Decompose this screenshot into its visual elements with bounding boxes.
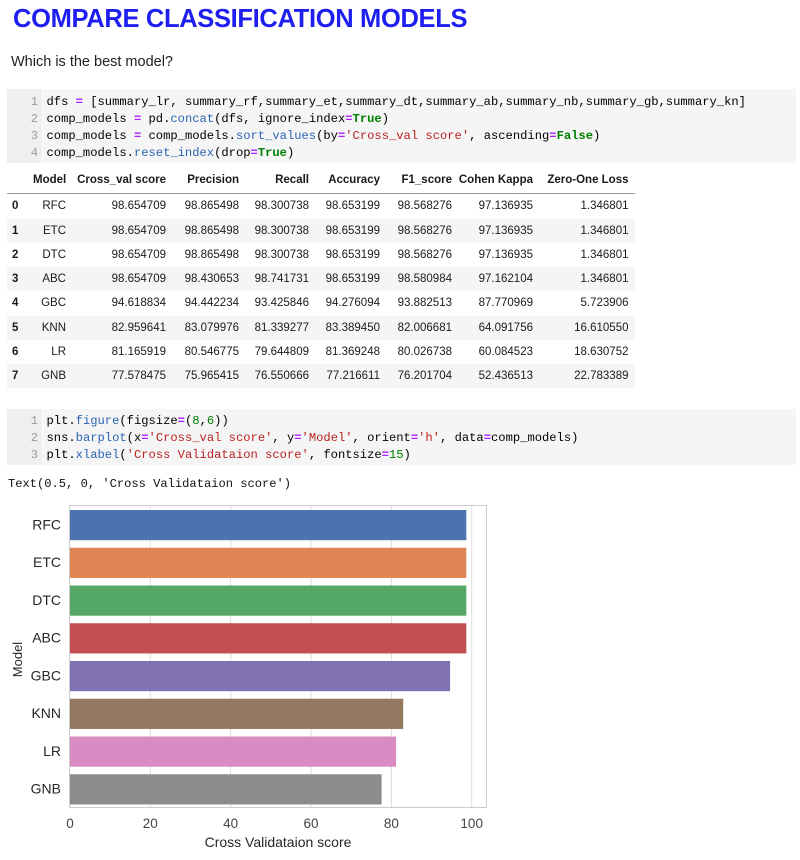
svg-text:40: 40: [223, 816, 238, 831]
svg-text:RFC: RFC: [32, 516, 61, 532]
svg-text:KNN: KNN: [31, 705, 61, 721]
svg-text:Model: Model: [10, 642, 25, 678]
svg-text:ABC: ABC: [32, 630, 61, 646]
svg-text:20: 20: [143, 816, 158, 831]
svg-text:0: 0: [66, 816, 74, 831]
svg-text:GNB: GNB: [31, 781, 61, 797]
svg-text:60: 60: [303, 816, 318, 831]
svg-text:ETC: ETC: [33, 554, 61, 570]
svg-text:80: 80: [384, 816, 399, 831]
svg-text:100: 100: [460, 816, 483, 831]
svg-text:DTC: DTC: [32, 592, 61, 608]
svg-text:LR: LR: [43, 743, 61, 759]
svg-text:GBC: GBC: [31, 667, 61, 683]
svg-text:Cross Validataion score: Cross Validataion score: [205, 834, 352, 850]
